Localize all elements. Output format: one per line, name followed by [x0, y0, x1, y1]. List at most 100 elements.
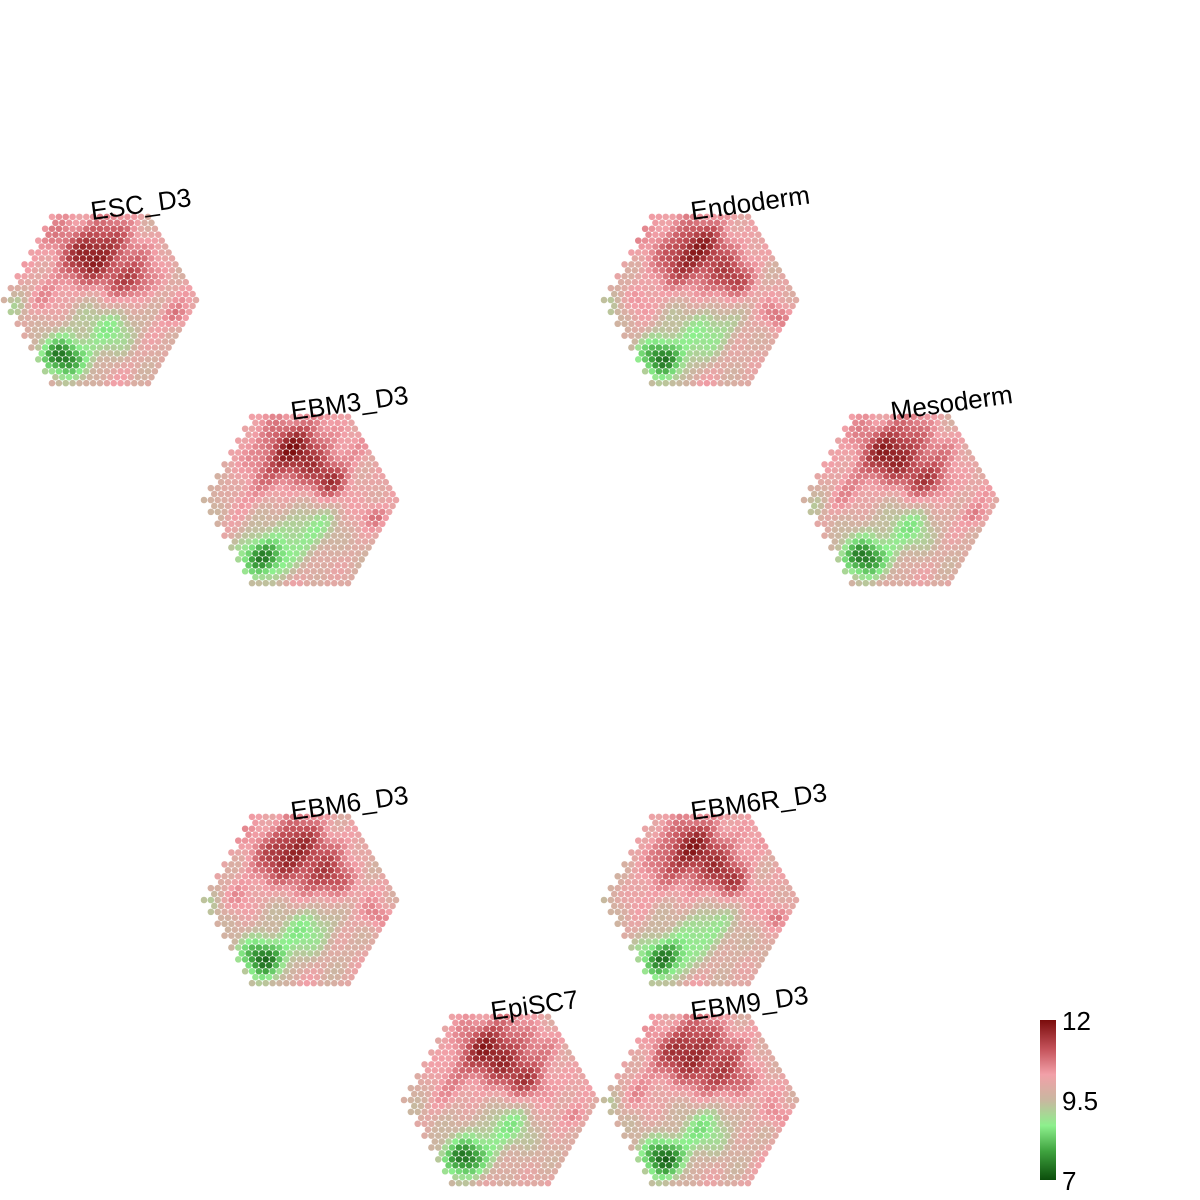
som-node — [744, 1096, 752, 1104]
som-node — [300, 831, 307, 838]
som-node — [910, 472, 918, 480]
som-node — [624, 267, 632, 274]
som-node — [313, 490, 321, 498]
som-node — [72, 267, 80, 274]
som-node — [931, 520, 938, 528]
som-node — [348, 819, 355, 827]
som-node — [628, 332, 635, 339]
som-node — [483, 1156, 490, 1163]
som-node — [679, 350, 687, 357]
som-node — [541, 1090, 548, 1098]
som-node — [531, 1049, 538, 1056]
som-node — [872, 490, 880, 498]
som-node — [592, 1096, 600, 1104]
som-node — [351, 532, 359, 539]
som-node — [852, 514, 859, 522]
som-node — [693, 373, 700, 381]
som-node — [337, 932, 345, 939]
som-node — [534, 1031, 542, 1038]
som-node — [276, 544, 283, 551]
som-node — [768, 890, 776, 898]
som-node — [579, 1084, 586, 1092]
som-node — [93, 243, 100, 250]
som-node — [93, 314, 100, 322]
som-node — [744, 979, 752, 987]
som-node — [696, 308, 704, 316]
som-node — [293, 467, 300, 474]
som-node — [144, 261, 152, 268]
som-node — [672, 1138, 680, 1145]
som-node — [720, 1067, 728, 1074]
som-node — [669, 956, 676, 963]
som-node — [231, 878, 239, 886]
som-node — [421, 1108, 428, 1116]
som-node — [703, 379, 711, 387]
som-node — [931, 472, 938, 480]
som-node — [841, 520, 849, 528]
som-node — [76, 308, 83, 316]
som-node — [279, 538, 287, 545]
som-node — [507, 1150, 514, 1157]
som-node — [558, 1084, 566, 1092]
som-node — [686, 1102, 694, 1110]
som-node — [982, 478, 990, 486]
som-node — [445, 1150, 452, 1157]
som-node — [334, 467, 341, 474]
som-node — [221, 520, 228, 528]
som-node — [351, 908, 359, 916]
som-node — [493, 1090, 500, 1098]
som-node — [910, 413, 918, 421]
som-node — [48, 272, 56, 280]
som-node — [231, 478, 239, 486]
som-node — [341, 502, 348, 510]
som-node — [689, 367, 697, 375]
som-node — [731, 379, 738, 387]
som-node — [817, 502, 825, 510]
som-node — [883, 437, 890, 444]
som-node — [76, 356, 83, 363]
som-node — [765, 1144, 772, 1151]
som-node — [465, 1031, 473, 1038]
som-node — [985, 496, 993, 504]
som-node — [737, 332, 745, 339]
som-node — [259, 831, 266, 838]
som-node — [235, 920, 242, 928]
som-node — [41, 249, 49, 256]
som-node — [317, 979, 324, 987]
som-node — [262, 520, 269, 528]
som-node — [537, 1167, 545, 1175]
som-node — [989, 490, 996, 498]
som-node — [351, 849, 359, 856]
som-node — [493, 1126, 500, 1133]
som-node — [303, 813, 311, 821]
som-node — [720, 1090, 728, 1098]
som-node — [689, 296, 697, 304]
som-node — [845, 526, 852, 533]
som-node — [924, 532, 931, 539]
som-node — [785, 1084, 793, 1092]
som-node — [341, 419, 348, 427]
som-node — [761, 902, 769, 910]
som-node — [886, 514, 894, 522]
som-node — [375, 502, 383, 510]
som-node — [734, 302, 742, 310]
som-node — [252, 431, 259, 438]
som-node — [751, 1096, 759, 1104]
som-node — [848, 472, 856, 480]
som-node — [486, 1019, 493, 1027]
som-node — [775, 1126, 783, 1133]
som-node — [248, 967, 256, 975]
som-node — [731, 1037, 738, 1044]
som-node — [662, 237, 670, 244]
som-node — [86, 219, 93, 227]
som-node — [758, 344, 766, 351]
som-node — [283, 484, 290, 492]
som-node — [628, 272, 635, 280]
som-node — [944, 484, 952, 492]
som-node — [441, 1096, 449, 1104]
som-node — [731, 1167, 738, 1175]
som-node — [710, 225, 718, 233]
som-node — [737, 1025, 745, 1033]
som-node — [910, 544, 918, 551]
som-node — [158, 356, 166, 363]
